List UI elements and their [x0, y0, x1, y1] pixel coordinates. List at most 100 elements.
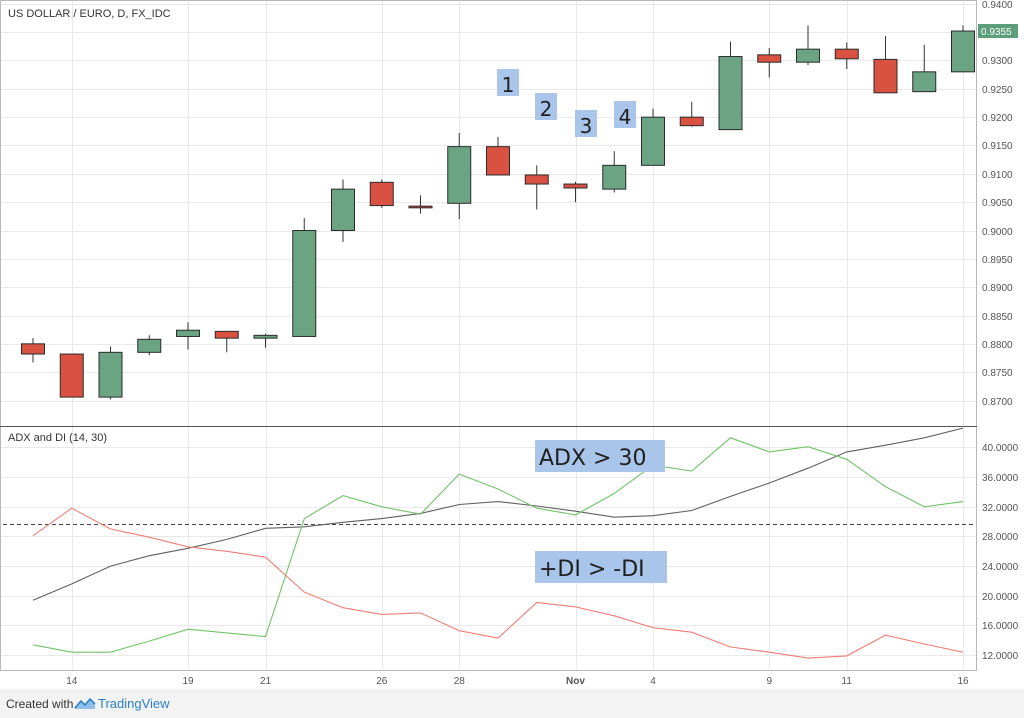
- indicator-y-tick-label: 28.0000: [982, 532, 1019, 543]
- indicator-title: ADX and DI (14, 30): [8, 432, 107, 444]
- x-tick-label: 26: [376, 676, 388, 687]
- annotation-4-box: [614, 101, 636, 128]
- price-y-tick-label: 0.8800: [982, 340, 1013, 351]
- candle-body: [447, 146, 472, 204]
- candle: [369, 179, 394, 208]
- annotation-di: +DI > -DI: [535, 551, 667, 583]
- created-with-text: Created with: [6, 697, 74, 711]
- candle-body: [912, 71, 937, 93]
- candle-body: [873, 58, 898, 94]
- candle-body: [641, 116, 665, 166]
- candle: [912, 44, 937, 93]
- candle-body: [408, 205, 433, 209]
- candle-body: [718, 56, 743, 131]
- candle-body: [563, 183, 588, 189]
- candle: [524, 165, 549, 210]
- x-tick-label: 9: [766, 676, 772, 687]
- candle-body: [253, 334, 278, 339]
- candle: [486, 137, 510, 176]
- annotation-4: 4: [614, 101, 636, 129]
- annotation-di-label: +DI > -DI: [539, 557, 645, 582]
- indicator-line-0: [32, 427, 964, 601]
- candle: [641, 108, 665, 166]
- x-tick-label: 4: [650, 676, 656, 687]
- price-y-tick-label: 0.9000: [982, 227, 1013, 238]
- candle-body: [679, 116, 704, 127]
- candle: [447, 133, 472, 220]
- price-y-tick-label: 0.9200: [982, 113, 1013, 124]
- indicator-y-tick-label: 32.0000: [982, 503, 1019, 514]
- indicator-line-1: [32, 437, 964, 653]
- annotation-adx-label: ADX > 30: [539, 446, 646, 471]
- indicator-y-tick-label: 36.0000: [982, 473, 1019, 484]
- annotation-2: 2: [535, 93, 557, 121]
- price-y-tick-label: 0.8850: [982, 312, 1013, 323]
- candle-body: [137, 338, 162, 353]
- x-tick-label: Nov: [566, 676, 585, 687]
- annotation-2-label: 2: [540, 97, 553, 121]
- price-y-tick-label: 0.9250: [982, 85, 1013, 96]
- candle-body: [834, 48, 859, 60]
- candle: [253, 333, 278, 348]
- candle: [176, 322, 200, 350]
- candle: [951, 25, 975, 73]
- plot-frame: [0, 0, 977, 671]
- annotation-1-box: [497, 69, 519, 96]
- x-tick-label: 19: [182, 676, 194, 687]
- price-y-tick-label: 0.8900: [982, 283, 1013, 294]
- x-tick-label: 11: [842, 676, 853, 687]
- indicator-y-tick-label: 24.0000: [982, 562, 1019, 573]
- candle-body: [369, 181, 394, 207]
- candle: [834, 42, 859, 69]
- candle-body: [214, 330, 239, 339]
- annotation-3-label: 3: [580, 114, 593, 138]
- candle-body: [176, 329, 200, 337]
- price-y-tick-label: 0.8950: [982, 255, 1013, 266]
- lines-layer: [32, 427, 964, 659]
- annotation-4-label: 4: [619, 105, 632, 129]
- candle: [873, 36, 898, 94]
- candle-body: [524, 174, 549, 185]
- candle-body: [951, 30, 975, 73]
- candle: [408, 195, 433, 214]
- annotation-1-label: 1: [502, 73, 515, 97]
- candle-body: [486, 146, 510, 176]
- candle-body: [98, 351, 123, 398]
- tradingview-logo-icon: [74, 697, 96, 709]
- annotation-3-box: [575, 110, 597, 137]
- price-y-tick-label: 0.8750: [982, 368, 1013, 379]
- annotation-1: 1: [497, 69, 519, 97]
- candle: [292, 218, 317, 337]
- candle: [679, 101, 704, 127]
- price-y-tick-label: 0.9050: [982, 198, 1013, 209]
- candle: [331, 179, 355, 242]
- annotation-adx: ADX > 30: [535, 440, 665, 472]
- x-tick-label: 16: [957, 676, 969, 687]
- annotation-di-box: [535, 551, 667, 583]
- indicator-y-tick-label: 20.0000: [982, 592, 1019, 603]
- price-chart-title: US DOLLAR / EURO, D, FX_IDC: [8, 8, 171, 20]
- price-y-tick-label: 0.9300: [982, 56, 1013, 67]
- annotation-adx-box: [535, 440, 665, 472]
- last-price-badge: [978, 24, 1018, 38]
- candle: [98, 346, 123, 400]
- candle-body: [796, 48, 820, 63]
- candle-body: [59, 353, 84, 398]
- price-y-tick-label: 0.9400: [982, 0, 1013, 11]
- annotation-3: 3: [575, 110, 597, 138]
- candle: [602, 151, 627, 193]
- candle: [796, 25, 820, 66]
- indicator-y-tick-label: 40.0000: [982, 443, 1019, 454]
- candle: [21, 338, 45, 363]
- footer-bar: Created with TradingView: [0, 689, 1024, 718]
- candle-body: [331, 188, 355, 231]
- indicator-y-tick-label: 16.0000: [982, 621, 1019, 632]
- price-y-tick-label: 0.8700: [982, 397, 1013, 408]
- candle: [59, 353, 84, 398]
- price-y-tick-label: 0.9150: [982, 141, 1013, 152]
- last-price-label: 0.9355: [981, 27, 1012, 38]
- tradingview-brand-link[interactable]: TradingView: [98, 696, 170, 711]
- candle: [563, 181, 588, 203]
- candle: [137, 335, 162, 356]
